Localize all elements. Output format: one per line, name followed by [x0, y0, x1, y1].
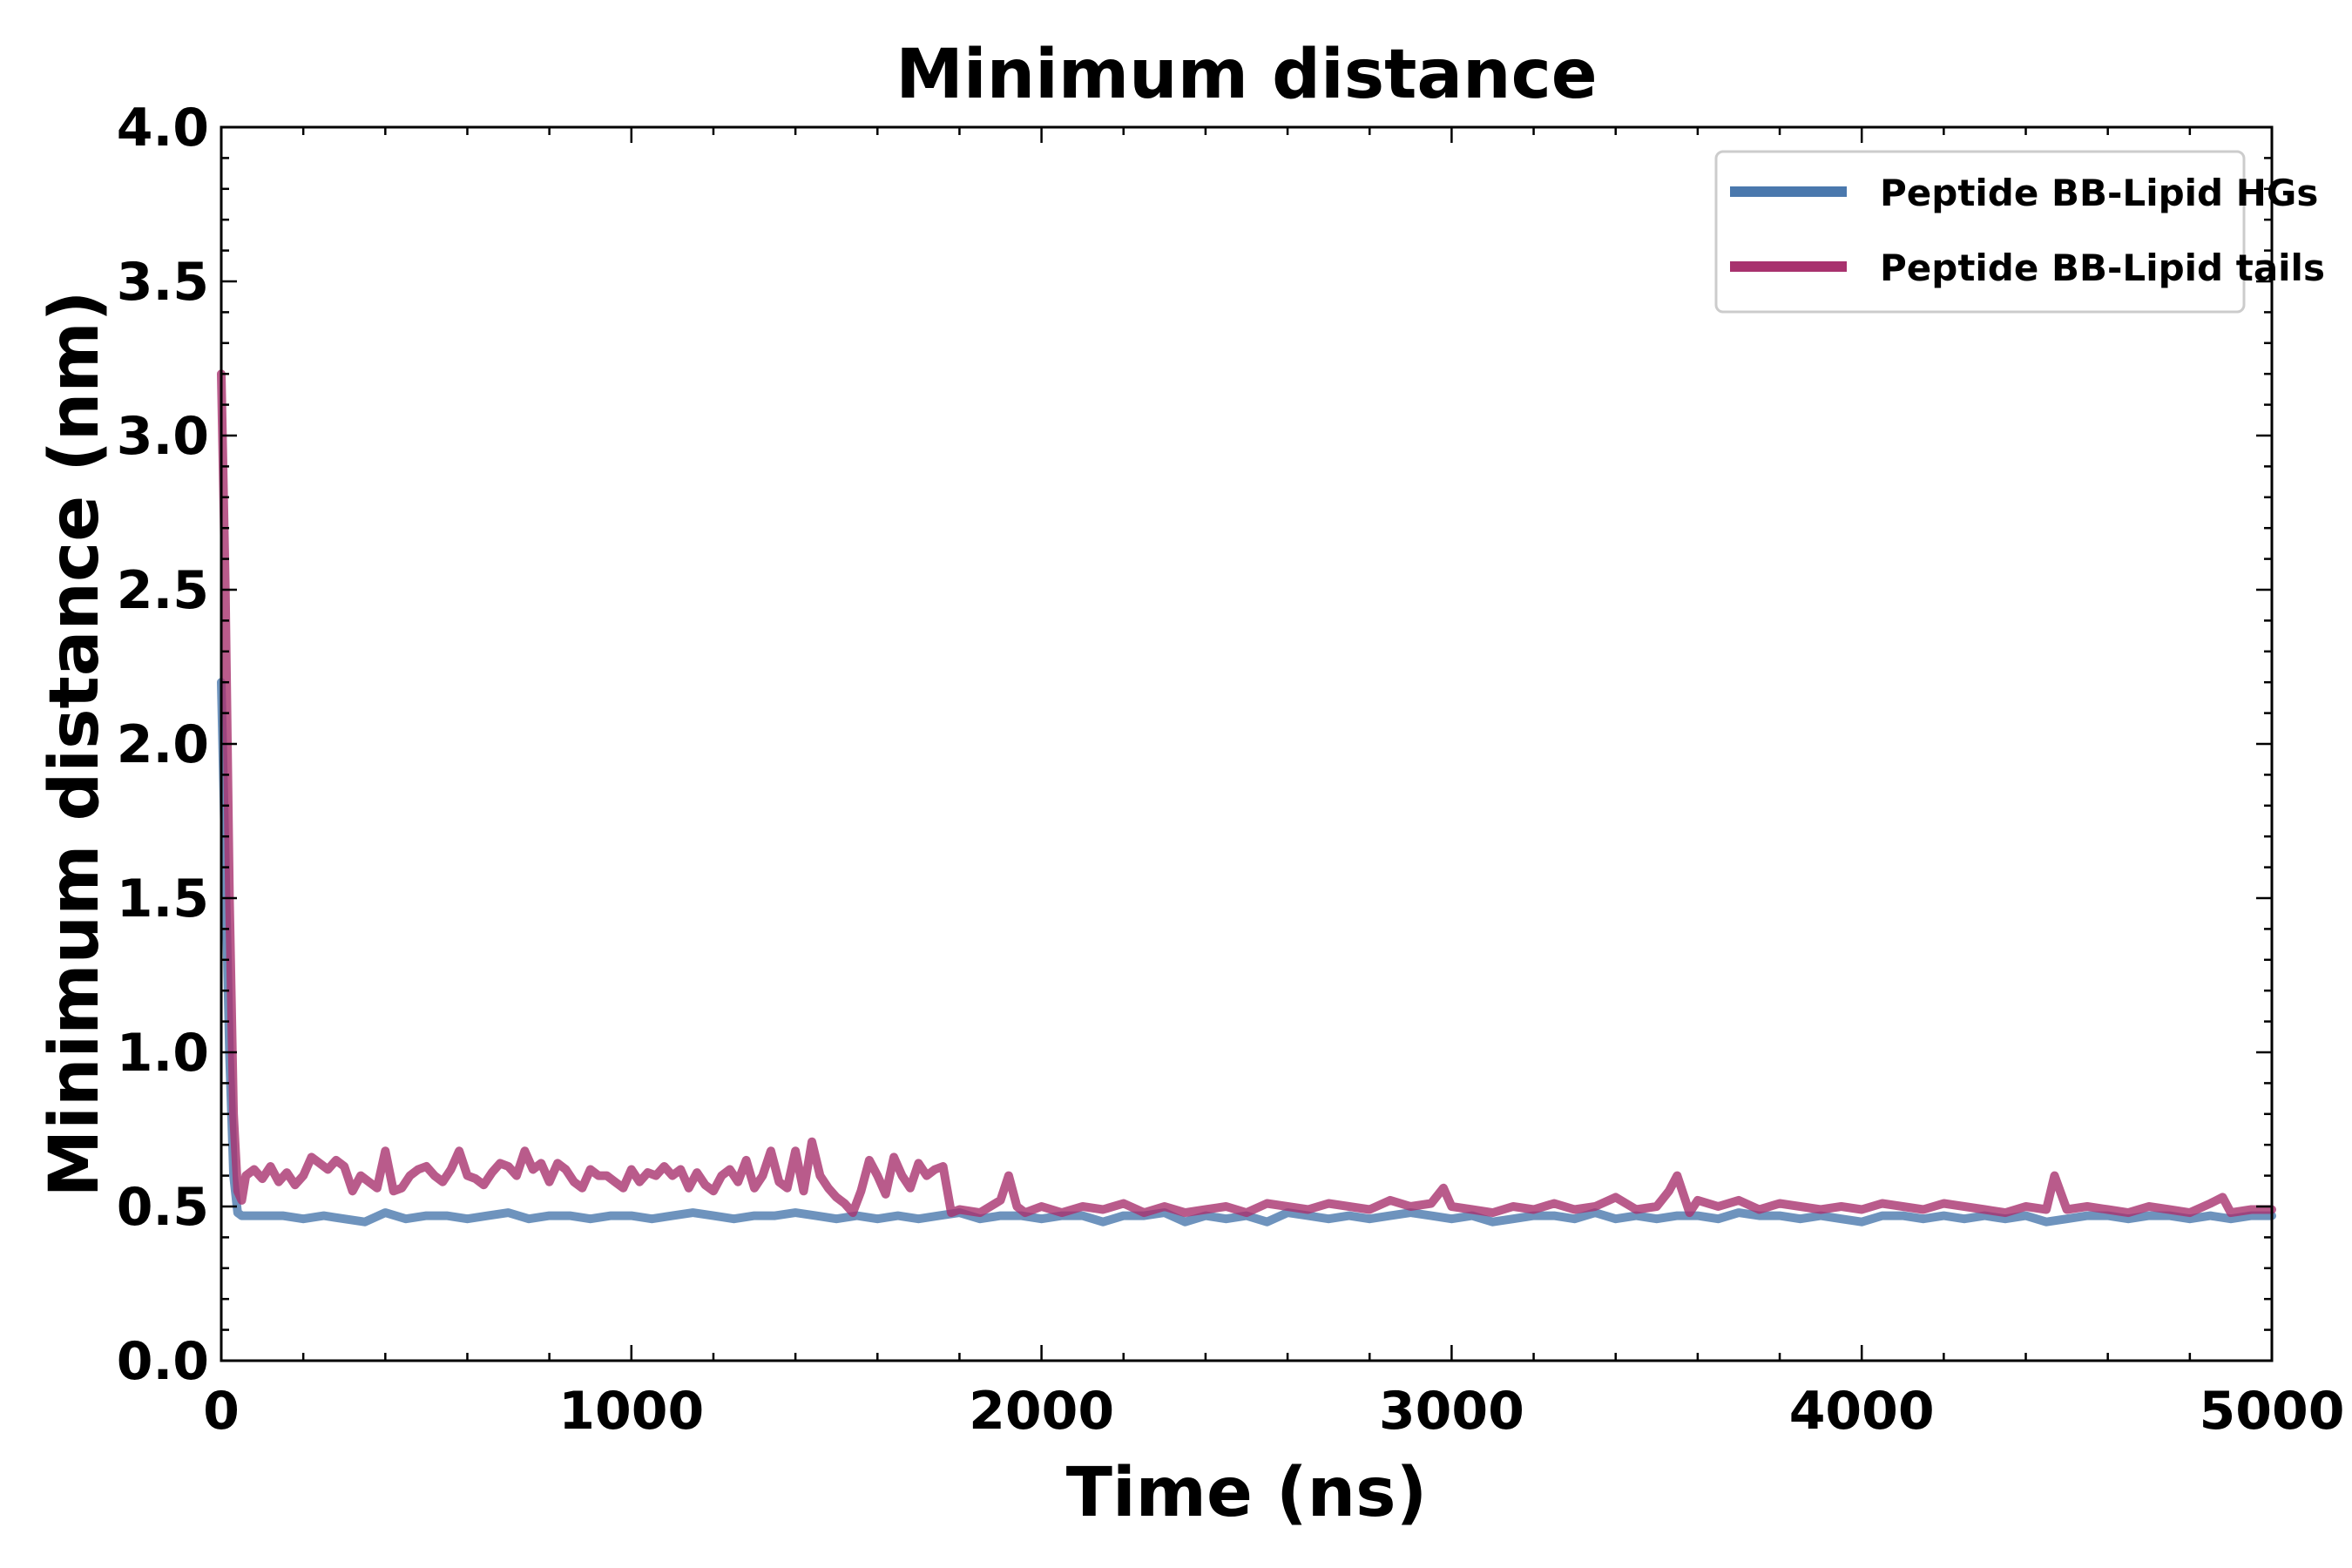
x-tick-label: 5000 — [2200, 1381, 2345, 1442]
x-tick-label: 3000 — [1379, 1381, 1524, 1442]
legend-box — [1714, 150, 2246, 314]
y-tick-label: 2.0 — [117, 714, 209, 775]
ticks-layer: 0 1000 2000 3000 4000 5000 0.0 0.5 1.0 1.5 2.0 2.5 3… — [117, 98, 2345, 1442]
y-tick-label: 2.5 — [117, 560, 209, 621]
y-tick-label: 3.0 — [117, 406, 209, 467]
x-tick-label: 0 — [203, 1381, 240, 1442]
y-tick-label: 0.0 — [117, 1331, 209, 1392]
y-tick-label: 1.0 — [117, 1023, 209, 1084]
x-tick-label: 4000 — [1789, 1381, 1935, 1442]
y-axis-label: Minimum distance (nm) — [36, 291, 114, 1198]
y-tick-label: 3.5 — [117, 252, 209, 313]
y-tick-label: 0.5 — [117, 1177, 209, 1238]
x-tick-label: 1000 — [558, 1381, 704, 1442]
series-line-lipid-tails — [217, 369, 2276, 1218]
chart-title: Minimum distance — [896, 36, 1597, 114]
legend: Peptide BB-Lipid HGs Peptide BB-Lipid ta… — [1714, 150, 2325, 314]
y-tick-label: 1.5 — [117, 868, 209, 929]
x-tick-label: 2000 — [969, 1381, 1114, 1442]
plot-frame — [220, 125, 2274, 1362]
series-layer — [217, 369, 2276, 1227]
series-line-lipid-hgs — [217, 678, 2276, 1227]
legend-label-tails: Peptide BB-Lipid tails — [1880, 247, 2325, 289]
x-axis-label: Time (ns) — [1066, 1454, 1428, 1532]
legend-label-hgs: Peptide BB-Lipid HGs — [1880, 172, 2318, 214]
y-tick-label: 4.0 — [117, 98, 209, 159]
